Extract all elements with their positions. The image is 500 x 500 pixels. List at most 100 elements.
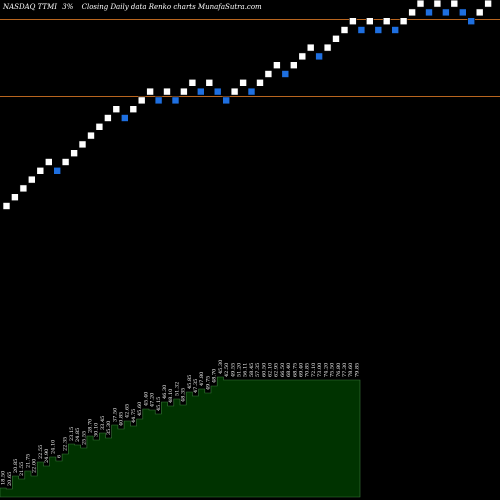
volume-label-28: 48.10 — [168, 389, 174, 403]
volume-label-6: 22.00 — [32, 459, 38, 473]
renko-brick-4 — [27, 175, 36, 184]
volume-label-25: 47.20 — [150, 393, 156, 407]
volume-label-29: 51.32 — [174, 382, 180, 396]
renko-brick-56 — [467, 17, 476, 26]
chart-header: NASDAQ TTMI 3% Closing Daily data Renko … — [2, 3, 262, 11]
renko-brick-53 — [442, 8, 450, 17]
renko-brick-13 — [104, 114, 112, 122]
volume-label-31: 45.85 — [187, 375, 193, 389]
volume-label-48: 68.75 — [292, 363, 298, 377]
renko-brick-37 — [306, 43, 315, 52]
volume-label-57: 78.60 — [348, 363, 354, 377]
renko-brick-47 — [391, 26, 400, 34]
renko-brick-5 — [36, 167, 45, 175]
renko-brick-41 — [340, 26, 349, 34]
volume-label-45: 62.95 — [274, 363, 280, 377]
volume-label-36: 45.30 — [218, 360, 224, 374]
renko-brick-8 — [61, 158, 70, 166]
volume-label-10: 6 — [57, 455, 63, 458]
volume-label-32: 47.35 — [193, 379, 199, 393]
renko-brick-46 — [382, 17, 391, 26]
renko-brick-33 — [273, 61, 281, 70]
renko-brick-42 — [349, 17, 357, 26]
reference-lines — [0, 19, 500, 97]
renko-brick-40 — [332, 34, 340, 43]
volume-label-8: 24.90 — [44, 449, 50, 463]
renko-brick-58 — [484, 0, 492, 8]
renko-brick-30 — [247, 87, 256, 96]
volume-label-1: 18.50 — [1, 471, 7, 485]
renko-brick-51 — [425, 8, 433, 17]
volume-label-41: 58.45 — [249, 363, 255, 377]
change-label: 3% — [62, 3, 73, 11]
renko-brick-49 — [408, 8, 416, 17]
volume-label-39: 51.20 — [237, 363, 243, 377]
volume-label-5: 21.75 — [25, 454, 31, 468]
renko-brick-14 — [112, 105, 121, 113]
volume-label-16: 30.10 — [94, 423, 100, 437]
volume-label-14: 25.55 — [81, 431, 87, 445]
volume-label-13: 24.85 — [75, 428, 81, 442]
volume-label-42: 57.35 — [255, 363, 261, 377]
volume-label-20: 40.85 — [119, 412, 125, 426]
renko-brick-39 — [323, 43, 332, 52]
volume-label-34: 49.75 — [205, 376, 211, 390]
volume-label-7: 22.55 — [38, 445, 44, 459]
volume-label-52: 73.00 — [317, 363, 323, 377]
renko-brick-29 — [239, 79, 247, 87]
renko-bricks — [2, 0, 492, 210]
renko-brick-55 — [458, 8, 467, 17]
renko-brick-17 — [137, 96, 146, 105]
renko-brick-10 — [78, 140, 87, 149]
renko-brick-44 — [365, 17, 374, 26]
volume-label-49: 69.40 — [299, 363, 305, 377]
volume-label-51: 72.10 — [311, 363, 317, 377]
renko-brick-54 — [450, 0, 459, 8]
renko-brick-28 — [230, 87, 239, 96]
volume-label-55: 76.80 — [336, 363, 342, 377]
description-label: Closing Daily data Renko charts MunafaSu… — [82, 3, 262, 11]
renko-brick-48 — [399, 17, 408, 26]
renko-brick-24 — [197, 87, 205, 96]
renko-brick-16 — [129, 105, 138, 113]
renko-brick-26 — [213, 87, 222, 96]
volume-label-21: 42.65 — [125, 404, 131, 418]
volume-label-38: 49.55 — [230, 363, 236, 377]
volume-label-54: 75.50 — [330, 363, 336, 377]
renko-brick-22 — [180, 87, 188, 96]
volume-label-26: 45.15 — [156, 397, 162, 411]
renko-brick-18 — [146, 87, 154, 96]
renko-brick-19 — [154, 96, 163, 105]
ticker-label: NASDAQ TTMI — [2, 3, 57, 11]
renko-brick-9 — [70, 149, 78, 157]
volume-label-9: 24.10 — [50, 440, 56, 454]
volume-label-24: 45.40 — [143, 392, 149, 406]
renko-brick-11 — [87, 131, 95, 140]
renko-brick-15 — [121, 114, 129, 122]
renko-brick-57 — [475, 8, 484, 17]
volume-label-43: 60.50 — [261, 363, 267, 377]
renko-brick-25 — [205, 79, 214, 87]
renko-brick-32 — [264, 70, 273, 78]
volume-label-35: 48.70 — [212, 369, 218, 383]
renko-brick-23 — [188, 79, 197, 87]
renko-brick-6 — [44, 158, 53, 166]
renko-brick-27 — [222, 96, 230, 105]
volume-label-53: 74.20 — [323, 363, 329, 377]
renko-brick-43 — [357, 26, 366, 34]
renko-brick-34 — [281, 70, 290, 78]
renko-brick-35 — [289, 61, 298, 70]
volume-label-23: 45.60 — [137, 402, 143, 416]
volume-label-46: 66.50 — [280, 363, 286, 377]
renko-brick-31 — [256, 79, 264, 87]
renko-brick-50 — [416, 0, 425, 8]
volume-label-33: 47.80 — [199, 372, 205, 386]
volume-label-12: 23.15 — [69, 427, 75, 441]
renko-brick-20 — [163, 87, 171, 96]
volume-label-27: 46.30 — [162, 385, 168, 399]
volume-label-4: 21.55 — [19, 462, 25, 476]
volume-label-58: 79.85 — [354, 363, 360, 377]
volume-label-47: 68.40 — [286, 363, 292, 377]
